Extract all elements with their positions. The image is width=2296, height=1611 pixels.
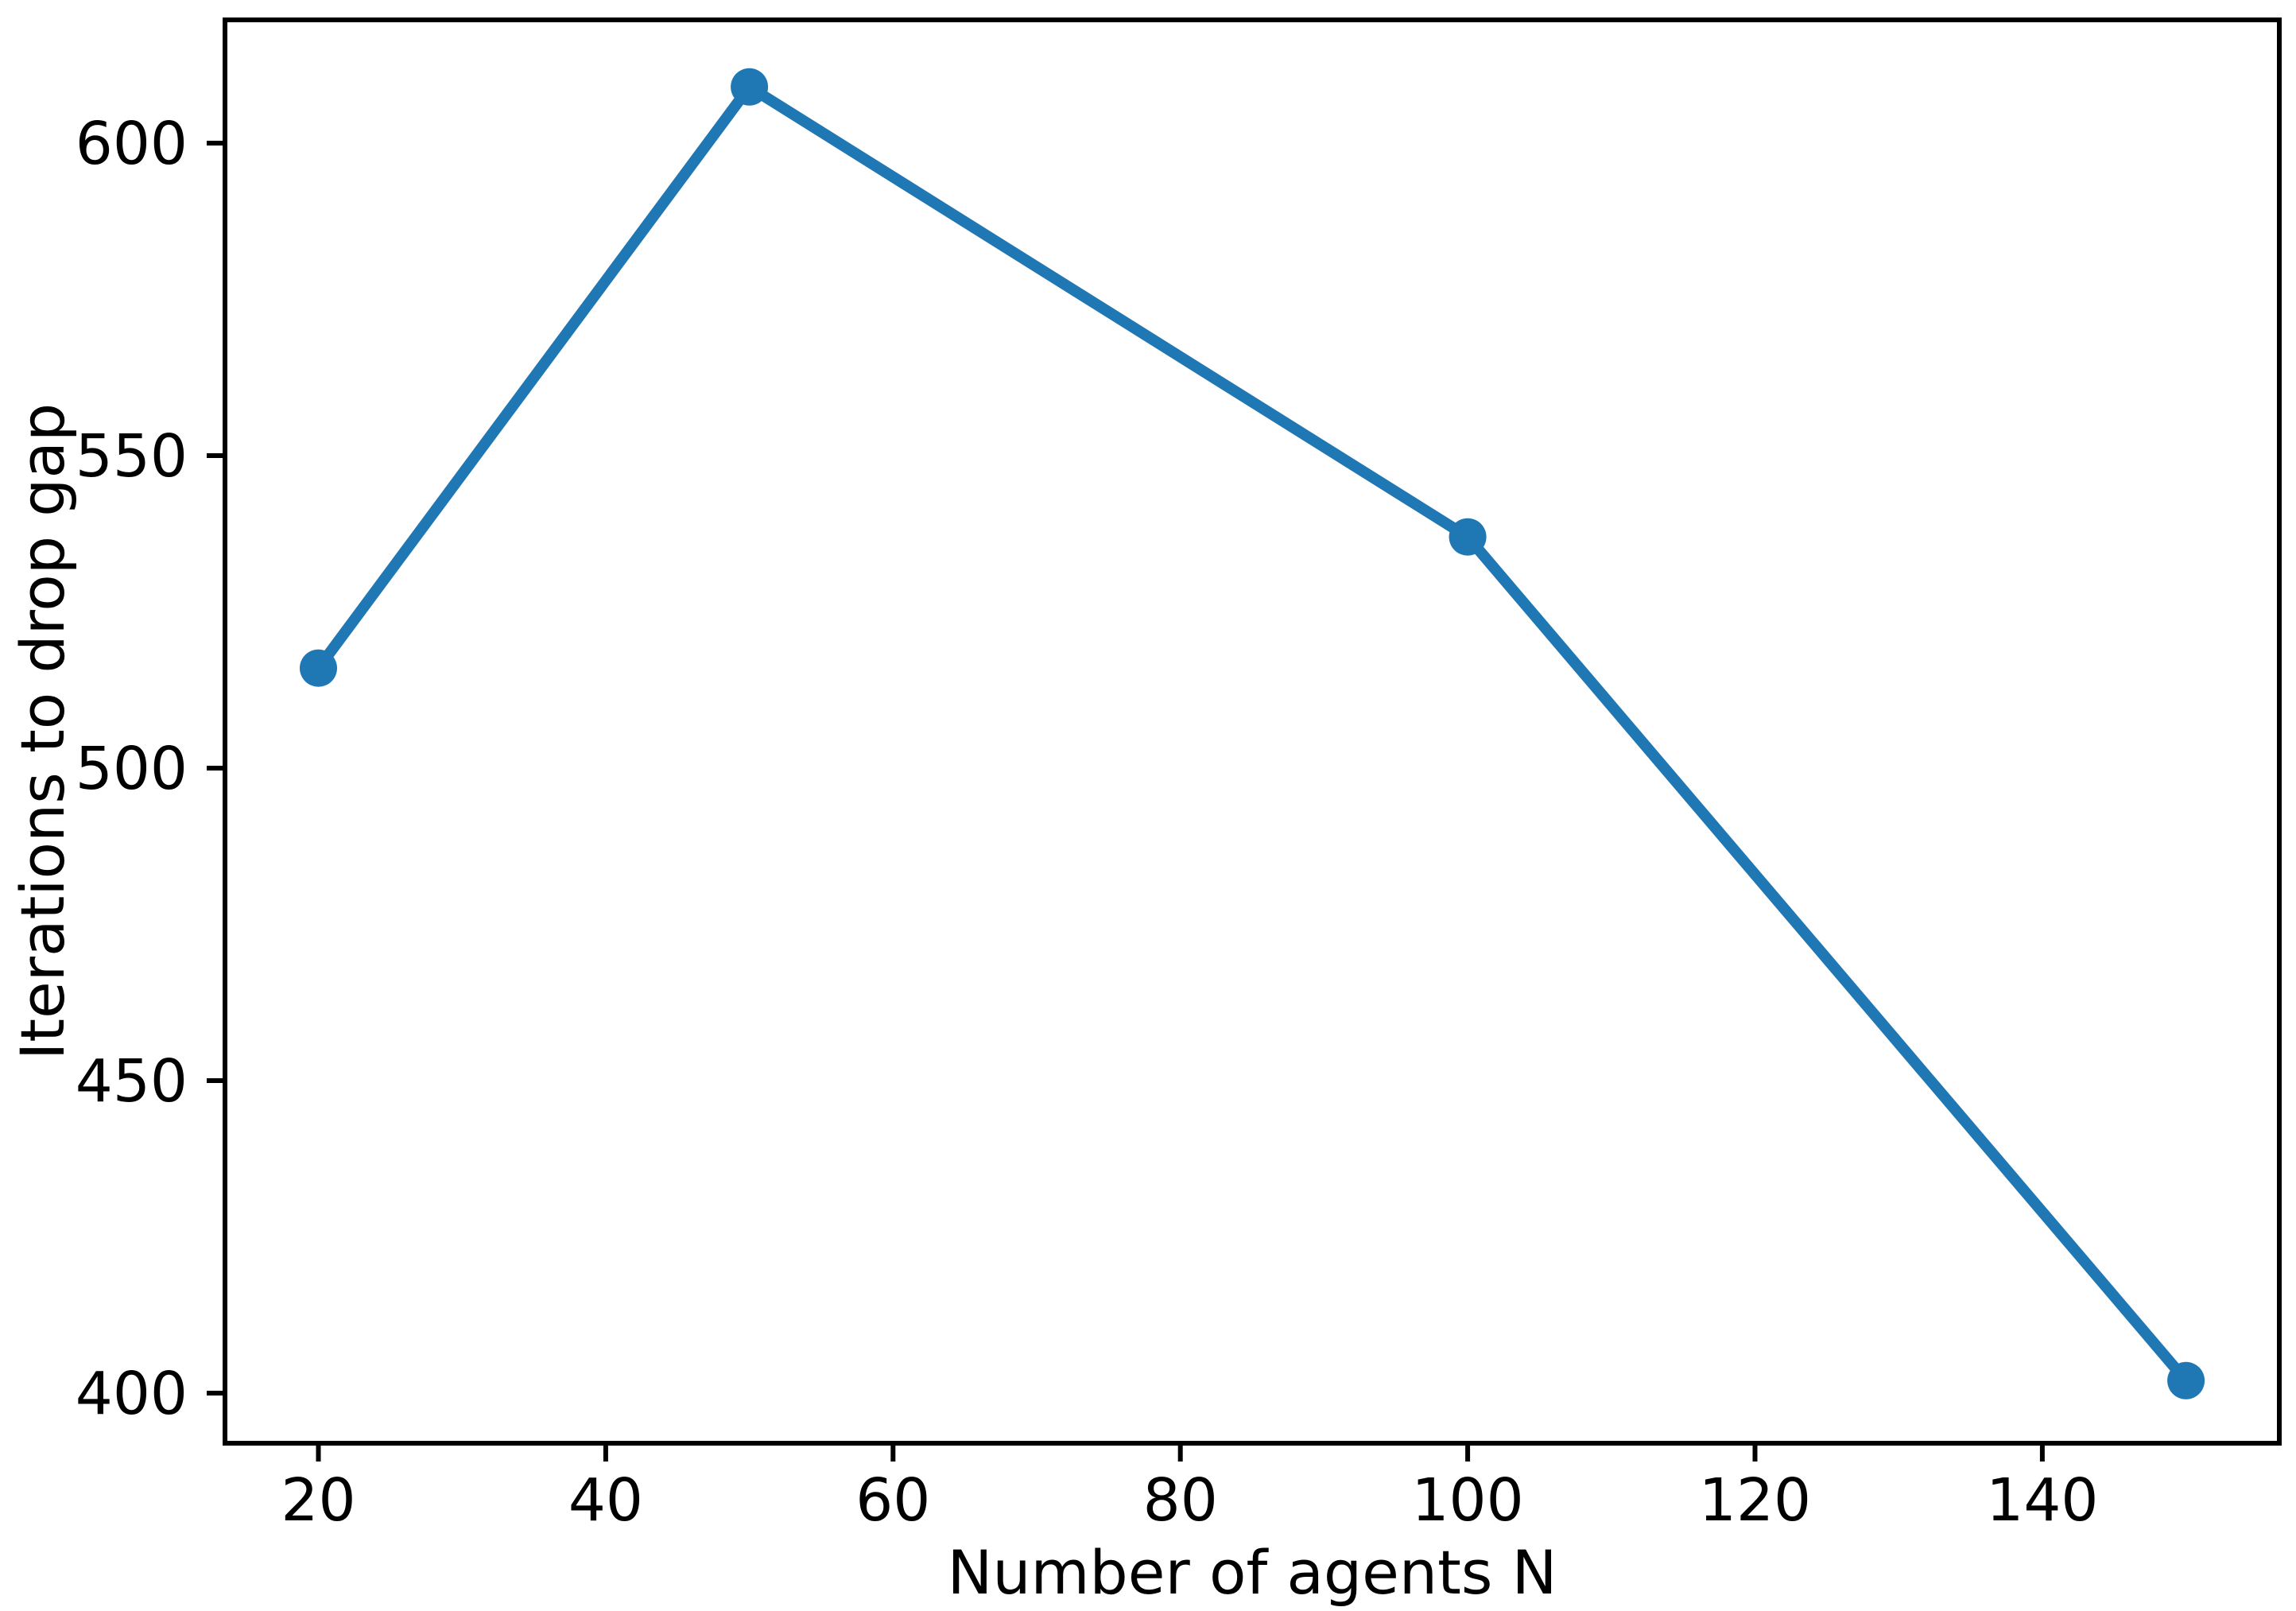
x-axis-ticks: 20 40 60 80 100 120 140 — [281, 1443, 2099, 1535]
y-axis-ticks: 600 550 500 450 400 — [76, 110, 225, 1428]
x-tick-label: 20 — [281, 1466, 355, 1535]
x-tick-label: 140 — [1986, 1466, 2098, 1535]
x-tick-label: 100 — [1411, 1466, 1523, 1535]
x-tick-label: 40 — [568, 1466, 643, 1535]
x-tick-label: 120 — [1699, 1466, 1811, 1535]
y-tick-label: 600 — [76, 110, 188, 178]
plot-border — [223, 17, 2282, 1446]
data-line — [312, 81, 2192, 1387]
y-tick-label: 400 — [76, 1360, 188, 1428]
y-tick-label: 550 — [76, 422, 188, 491]
x-tick-label: 60 — [855, 1466, 930, 1535]
y-tick-label: 450 — [76, 1047, 188, 1116]
data-point-marker — [1449, 518, 1487, 556]
data-point-marker — [731, 68, 769, 106]
y-axis-label: Iterations to drop gap — [7, 403, 78, 1060]
data-point-marker — [2167, 1361, 2205, 1399]
x-tick-label: 80 — [1143, 1466, 1218, 1535]
x-axis-label: Number of agents N — [947, 1537, 1557, 1608]
data-series — [300, 68, 2205, 1399]
data-point-marker — [300, 649, 337, 687]
y-tick-label: 500 — [76, 735, 188, 803]
